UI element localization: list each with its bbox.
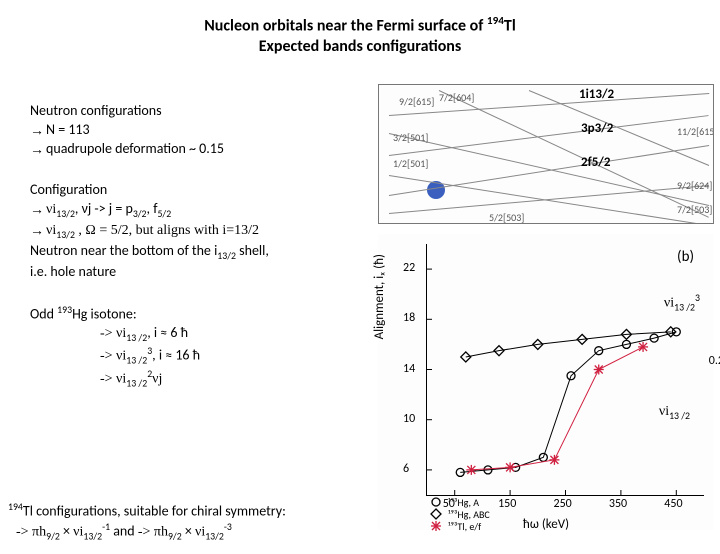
annot-i13: νi13 /2	[659, 402, 690, 422]
legend-item: ¹⁹³Hg, ABC	[430, 508, 490, 520]
orbital-label: 2f5/2	[581, 155, 610, 170]
y-tick-label: 14	[403, 362, 415, 376]
title-line1-pre: Nucleon orbitals near the Fermi surface …	[204, 16, 487, 35]
configuration-heading: Configuration	[30, 181, 370, 200]
x-tick-label: 250	[554, 497, 572, 511]
legend-item: ¹⁹³Hg, A	[430, 496, 490, 508]
tl-config-section: 194Tl configurations, suitable for chira…	[8, 501, 286, 544]
arrow-icon: →	[30, 121, 44, 140]
y-tick-label: 18	[403, 311, 415, 325]
nilsson-figure: 1i13/2 3p3/2 2f5/2 9/2[615] 7/2[604] 3/2[501]…	[378, 84, 714, 224]
arrow-icon: →	[30, 221, 44, 240]
y-tick-label: 10	[403, 412, 415, 426]
orbital-small-label: 9/2[624]	[677, 179, 712, 192]
y-axis-label: Alignment, iₓ (ħ)	[372, 254, 387, 339]
legend-item: ¹⁹³Tl, e/f	[430, 520, 490, 532]
title-element: Tl	[504, 16, 516, 35]
orbital-small-label: 3/2[501]	[393, 131, 428, 144]
plot-area: 50150250350450610141822	[426, 244, 704, 496]
cfg-hole-nature: i.e. hole nature	[30, 263, 370, 282]
annot-i13-cubed: νi13 /23	[664, 292, 700, 313]
neutron-config-heading: Neutron configurations	[30, 102, 370, 121]
y-tick-label: 22	[403, 261, 415, 275]
orbital-small-label: 7/2[503]	[677, 203, 712, 216]
configuration-section: Configuration → νi13/2, νj -> j = p3/2, …	[30, 181, 370, 282]
orbital-small-label: 11/2[615]	[677, 125, 714, 138]
title-mass: 194	[487, 14, 504, 28]
side-label: 0.2	[709, 354, 720, 368]
arrow-icon: →	[30, 200, 44, 219]
neutron-config-section: Neutron configurations → N = 113 → quadr…	[30, 102, 370, 159]
right-figures: 1i13/2 3p3/2 2f5/2 9/2[615] 7/2[604] 3/2[501]…	[378, 84, 714, 530]
orbital-small-label: 1/2[501]	[393, 157, 428, 170]
arrow-icon: →	[30, 140, 44, 159]
x-tick-label: 350	[609, 497, 627, 511]
left-panel: Neutron configurations → N = 113 → quadr…	[30, 102, 370, 390]
slide-title: Nucleon orbitals near the Fermi surface …	[0, 14, 720, 58]
odd-hg-section: Odd 193Hg isotone: -> νi13 /2, i ≈ 6 ħ -…	[30, 304, 370, 391]
orbital-label: 3p3/2	[581, 121, 613, 136]
alignment-figure: Alignment, iₓ (ħ) ħω (keV) 5015025035045…	[378, 234, 714, 530]
x-tick-label: 450	[664, 497, 682, 511]
chart-legend: ¹⁹³Hg, A¹⁹³Hg, ABC¹⁹³Tl, e/f	[430, 496, 490, 532]
neutron-conf-n: N = 113	[46, 121, 90, 140]
cfg-nu-i1: νi	[46, 202, 56, 217]
panel-label: (b)	[677, 248, 694, 266]
orbital-small-label: 7/2[604]	[439, 91, 474, 104]
y-tick-label: 6	[403, 462, 409, 476]
title-line2: Expected bands configurations	[0, 37, 720, 58]
x-tick-label: 150	[498, 497, 516, 511]
neutron-conf-def: quadrupole deformation ~ 0.15	[46, 140, 224, 159]
orbital-small-label: 5/2[503]	[489, 211, 524, 224]
x-axis-label: ħω (keV)	[523, 517, 569, 532]
orbital-small-label: 9/2[615]	[399, 95, 434, 108]
orbital-label: 1i13/2	[579, 87, 614, 102]
